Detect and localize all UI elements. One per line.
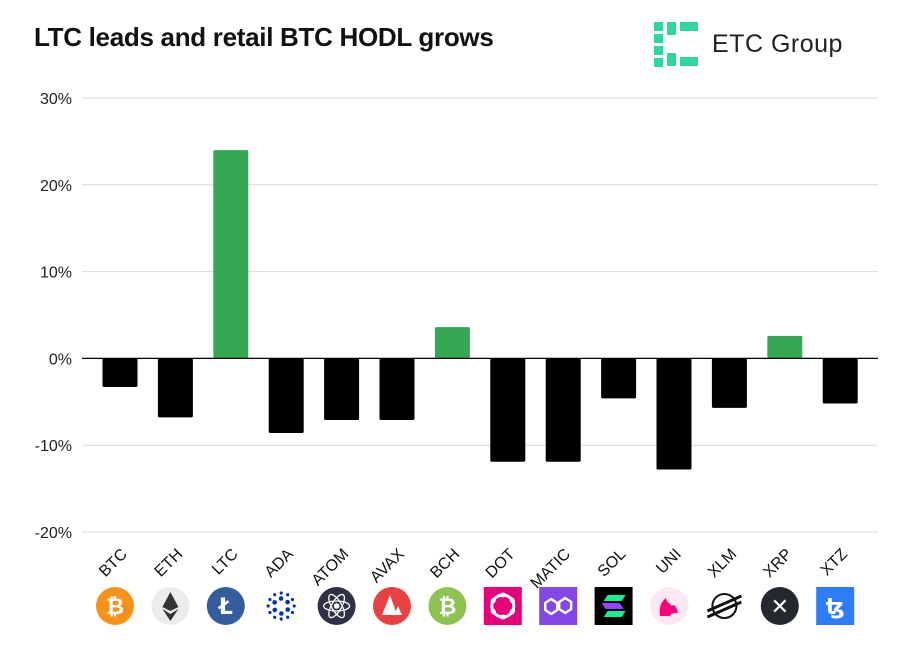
bar-xlm <box>711 358 747 408</box>
logo-block <box>667 22 676 35</box>
bar-xrp <box>767 335 803 359</box>
bar-bch <box>434 327 470 359</box>
solana-icon <box>594 587 633 625</box>
bar-eth <box>157 358 193 418</box>
svg-text:✕: ✕ <box>771 595 789 620</box>
x-tick-label: BTC <box>96 546 131 581</box>
y-tick-label: -10% <box>35 438 72 455</box>
y-tick-label: -20% <box>35 525 72 542</box>
x-tick-label: AVAX <box>367 546 408 587</box>
bitcoin-cash-icon: ₿ <box>428 587 467 625</box>
x-tick-label: ETH <box>152 546 187 581</box>
x-tick-label: ATOM <box>309 546 353 590</box>
x-tick-label: XRP <box>760 546 795 581</box>
etc-group-logo-icon <box>654 22 698 67</box>
x-tick-label: BCH <box>427 546 463 582</box>
bar-dot <box>490 358 526 462</box>
tezos-icon: ꜩ <box>816 587 855 625</box>
svg-text:₿: ₿ <box>438 595 456 620</box>
bar-btc <box>102 358 138 388</box>
bar-ada <box>268 358 304 434</box>
svg-text:ꜩ: ꜩ <box>826 595 845 620</box>
logo-block <box>654 58 663 67</box>
x-tick-label: SOL <box>595 546 630 581</box>
svg-text:₿: ₿ <box>106 595 124 620</box>
logo-block <box>654 46 663 55</box>
x-tick-label: UNI <box>653 546 685 578</box>
bar-atom <box>324 358 360 421</box>
y-tick-label: 30% <box>40 91 72 108</box>
x-tick-label: XLM <box>705 546 740 581</box>
polkadot-icon <box>483 587 522 625</box>
avalanche-icon <box>373 587 411 625</box>
xrp-icon: ✕ <box>760 587 799 625</box>
y-tick-label: 20% <box>40 178 72 195</box>
chart-title: LTC leads and retail BTC HODL grows <box>34 22 494 52</box>
polygon-icon <box>539 587 578 625</box>
cardano-icon <box>266 591 296 621</box>
x-tick-label: ADA <box>262 546 298 582</box>
etc-group-logo: ETC Group <box>652 18 882 70</box>
bar-ltc <box>213 150 249 359</box>
logo-block <box>654 34 663 43</box>
bar-xtz <box>822 358 858 404</box>
bar-matic <box>545 358 581 462</box>
y-tick-label: 10% <box>40 265 72 282</box>
x-tick-label: LTC <box>209 546 242 579</box>
logo-block <box>654 22 663 31</box>
x-tick-label: XTZ <box>818 546 852 580</box>
bar-sol <box>601 358 637 399</box>
logo-block <box>667 53 676 66</box>
stellar-icon <box>706 593 743 619</box>
bar-avax <box>379 358 415 421</box>
uniswap-icon <box>650 587 688 625</box>
ethereum-icon <box>151 587 190 625</box>
bar-uni <box>656 358 692 470</box>
logo-block <box>680 22 698 31</box>
brand-name: ETC Group <box>712 30 843 58</box>
svg-text:Ł: Ł <box>218 595 233 620</box>
y-tick-label: 0% <box>49 351 72 368</box>
x-tick-label: MATIC <box>528 546 574 592</box>
cosmos-icon <box>317 587 356 625</box>
litecoin-icon: Ł <box>206 587 245 625</box>
x-tick-label: DOT <box>483 546 519 582</box>
logo-block <box>680 57 698 66</box>
bitcoin-icon: ₿ <box>96 587 134 625</box>
